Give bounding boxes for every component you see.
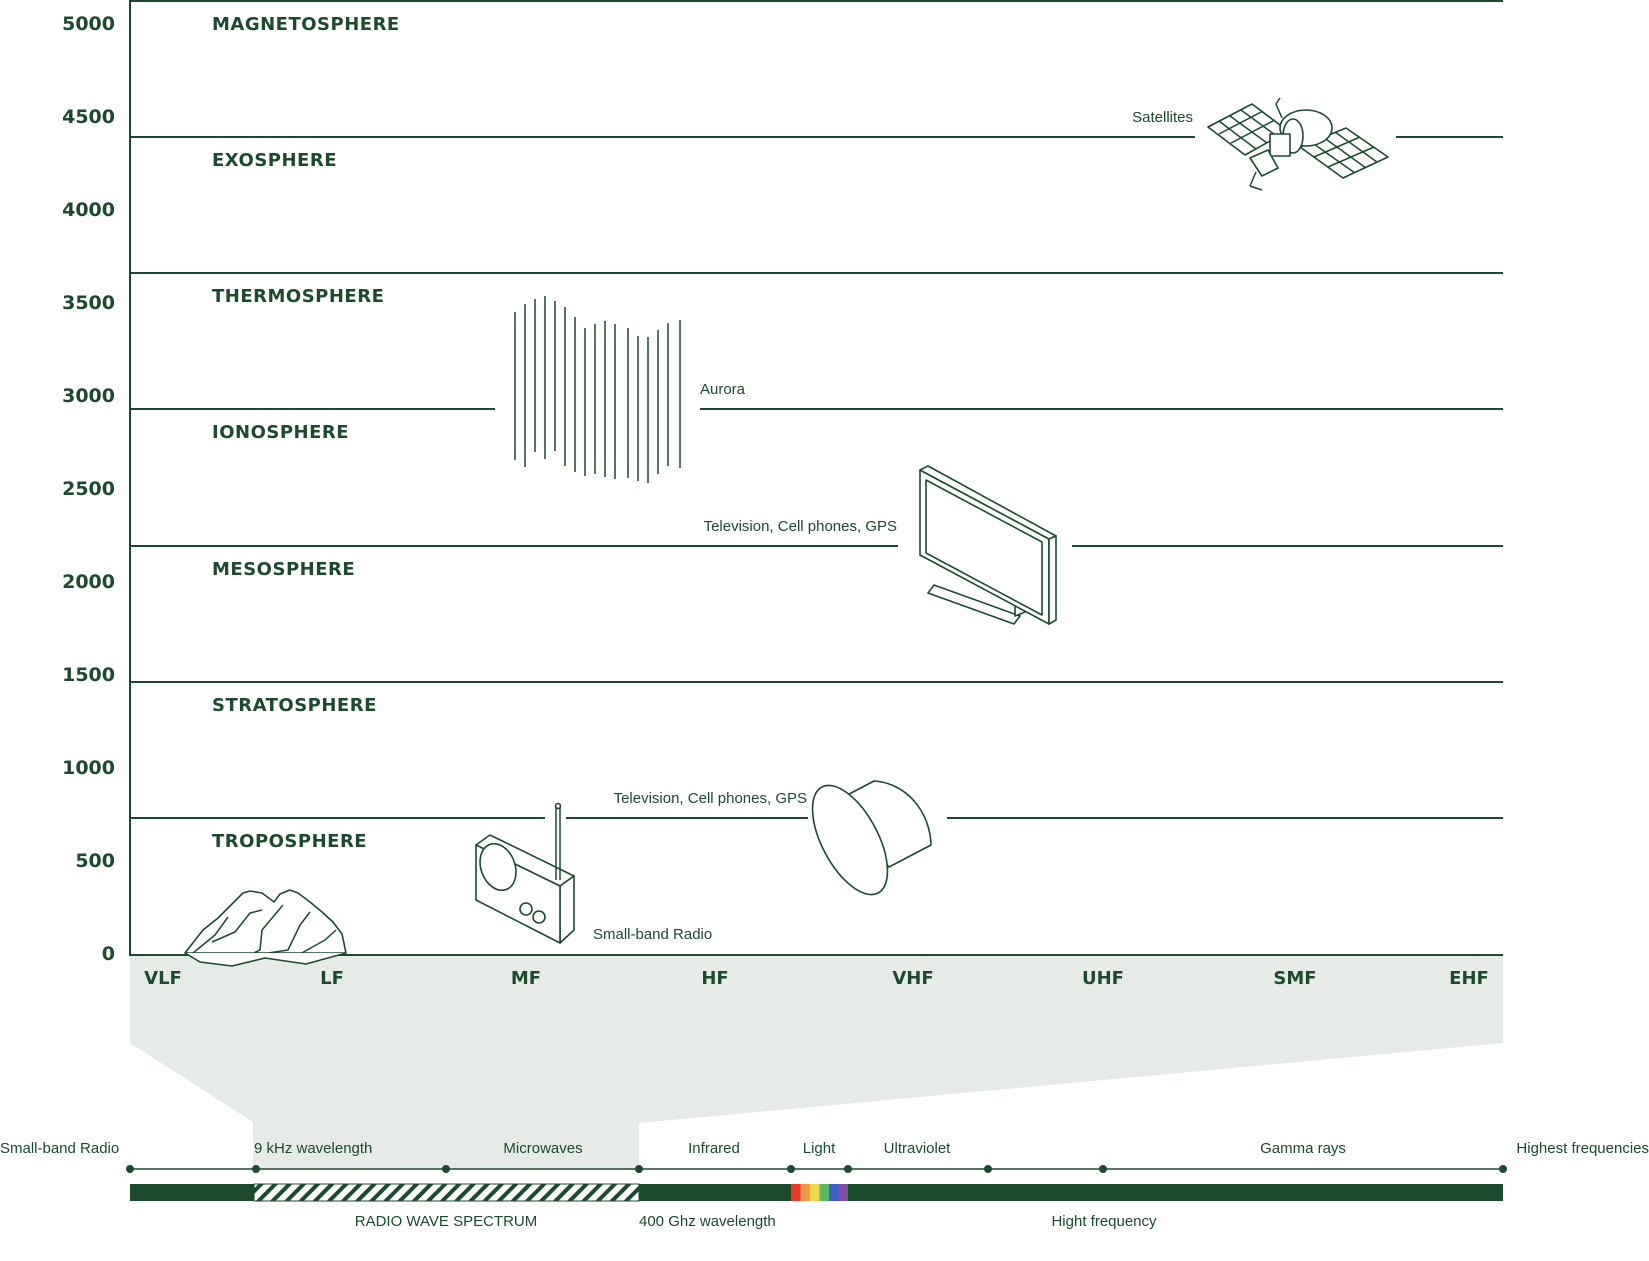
speaker-icon	[811, 780, 932, 896]
layer-label-stratosphere: STRATOSPHERE	[212, 695, 377, 716]
band-label-vlf: VLF	[144, 968, 182, 989]
y-tick-3500: 3500	[62, 292, 115, 314]
layer-label-exosphere: EXOSPHERE	[212, 150, 337, 171]
spectrum-dot	[252, 1165, 260, 1173]
satellites-label: Satellites	[1132, 109, 1193, 126]
spectrum-dot	[1499, 1165, 1507, 1173]
spectrum-dot	[787, 1165, 795, 1173]
spectrum-bar-radio-low	[130, 1184, 254, 1201]
y-tick-1000: 1000	[62, 757, 115, 779]
band-label-hf: HF	[701, 968, 728, 989]
light-color-segment	[838, 1184, 849, 1201]
y-tick-0: 0	[102, 943, 115, 965]
band-label-ehf: EHF	[1449, 968, 1489, 989]
spectrum-zoom-funnel	[130, 956, 1503, 1170]
radio-label: Small-band Radio	[593, 926, 712, 943]
layer-label-ionosphere: IONOSPHERE	[212, 422, 349, 443]
spectrum-label-highest: Highest frequencies	[1516, 1140, 1649, 1157]
spectrum-dot	[126, 1165, 134, 1173]
y-tick-3000: 3000	[62, 385, 115, 407]
layer-labels: MAGNETOSPHERE EXOSPHERE THERMOSPHERE ION…	[212, 14, 400, 852]
spectrum-label-high-frequency: Hight frequency	[1051, 1213, 1157, 1230]
y-tick-labels: 5000 4500 4000 3500 3000 2500 2000 1500 …	[62, 13, 115, 965]
television-icon	[919, 465, 1057, 625]
spectrum-label-400ghz: 400 Ghz wavelength	[639, 1213, 776, 1230]
spectrum-label-radio-wave: RADIO WAVE SPECTRUM	[355, 1213, 538, 1230]
radio-icon	[475, 802, 575, 944]
spectrum-dot	[1099, 1165, 1107, 1173]
spectrum-bar-radio-wave	[253, 1183, 640, 1202]
light-color-segment	[829, 1184, 839, 1201]
layer-boundaries	[130, 136, 1503, 819]
spectrum-bar-high	[848, 1184, 1503, 1201]
aurora-icon	[514, 296, 681, 483]
band-label-vhf: VHF	[892, 968, 933, 989]
tv-lower-label: Television, Cell phones, GPS	[614, 790, 807, 807]
y-tick-500: 500	[75, 850, 115, 872]
spectrum-dot	[442, 1165, 450, 1173]
layer-label-magnetosphere: MAGNETOSPHERE	[212, 14, 400, 35]
spectrum-label-microwaves: Microwaves	[503, 1140, 582, 1157]
band-label-mf: MF	[511, 968, 541, 989]
spectrum-bottom-labels: RADIO WAVE SPECTRUM 400 Ghz wavelength H…	[355, 1213, 1157, 1230]
y-tick-4000: 4000	[62, 199, 115, 221]
band-label-uhf: UHF	[1082, 968, 1124, 989]
y-tick-5000: 5000	[62, 13, 115, 35]
spectrum-dots	[126, 1165, 1507, 1173]
y-tick-4500: 4500	[62, 106, 115, 128]
spectrum-bar-light	[791, 1184, 849, 1201]
layer-label-thermosphere: THERMOSPHERE	[212, 286, 384, 307]
light-color-segment	[791, 1184, 801, 1201]
tv-upper-label: Television, Cell phones, GPS	[704, 518, 897, 535]
light-color-segment	[819, 1184, 830, 1201]
spectrum-label-ultraviolet: Ultraviolet	[884, 1140, 952, 1157]
layer-label-troposphere: TROPOSPHERE	[212, 831, 367, 852]
spectrum-label-9khz: 9 kHz wavelength	[254, 1140, 372, 1157]
y-tick-1500: 1500	[62, 664, 115, 686]
band-label-lf: LF	[320, 968, 344, 989]
spectrum-bar-infrared	[639, 1184, 791, 1201]
spectrum-label-gamma: Gamma rays	[1260, 1140, 1346, 1157]
frequency-band-labels: VLF LF MF HF VHF UHF SMF EHF	[144, 968, 1489, 989]
spectrum-label-infrared: Infrared	[688, 1140, 740, 1157]
y-tick-2000: 2000	[62, 571, 115, 593]
aurora-label: Aurora	[700, 381, 746, 398]
spectrum-label-light: Light	[803, 1140, 836, 1157]
light-color-segment	[800, 1184, 811, 1201]
band-label-smf: SMF	[1273, 968, 1316, 989]
spectrum-label-small-band-radio: Small-band Radio	[0, 1140, 119, 1157]
spectrum-dot	[635, 1165, 643, 1173]
spectrum-bar	[130, 1183, 1503, 1202]
light-color-segment	[810, 1184, 820, 1201]
satellite-icon	[1207, 97, 1389, 191]
spectrum-top-labels: Small-band Radio 9 kHz wavelength Microw…	[0, 1140, 1649, 1157]
mountain-icon	[184, 889, 347, 967]
layer-label-mesosphere: MESOSPHERE	[212, 559, 355, 580]
y-tick-2500: 2500	[62, 478, 115, 500]
spectrum-dot	[984, 1165, 992, 1173]
spectrum-dot	[844, 1165, 852, 1173]
